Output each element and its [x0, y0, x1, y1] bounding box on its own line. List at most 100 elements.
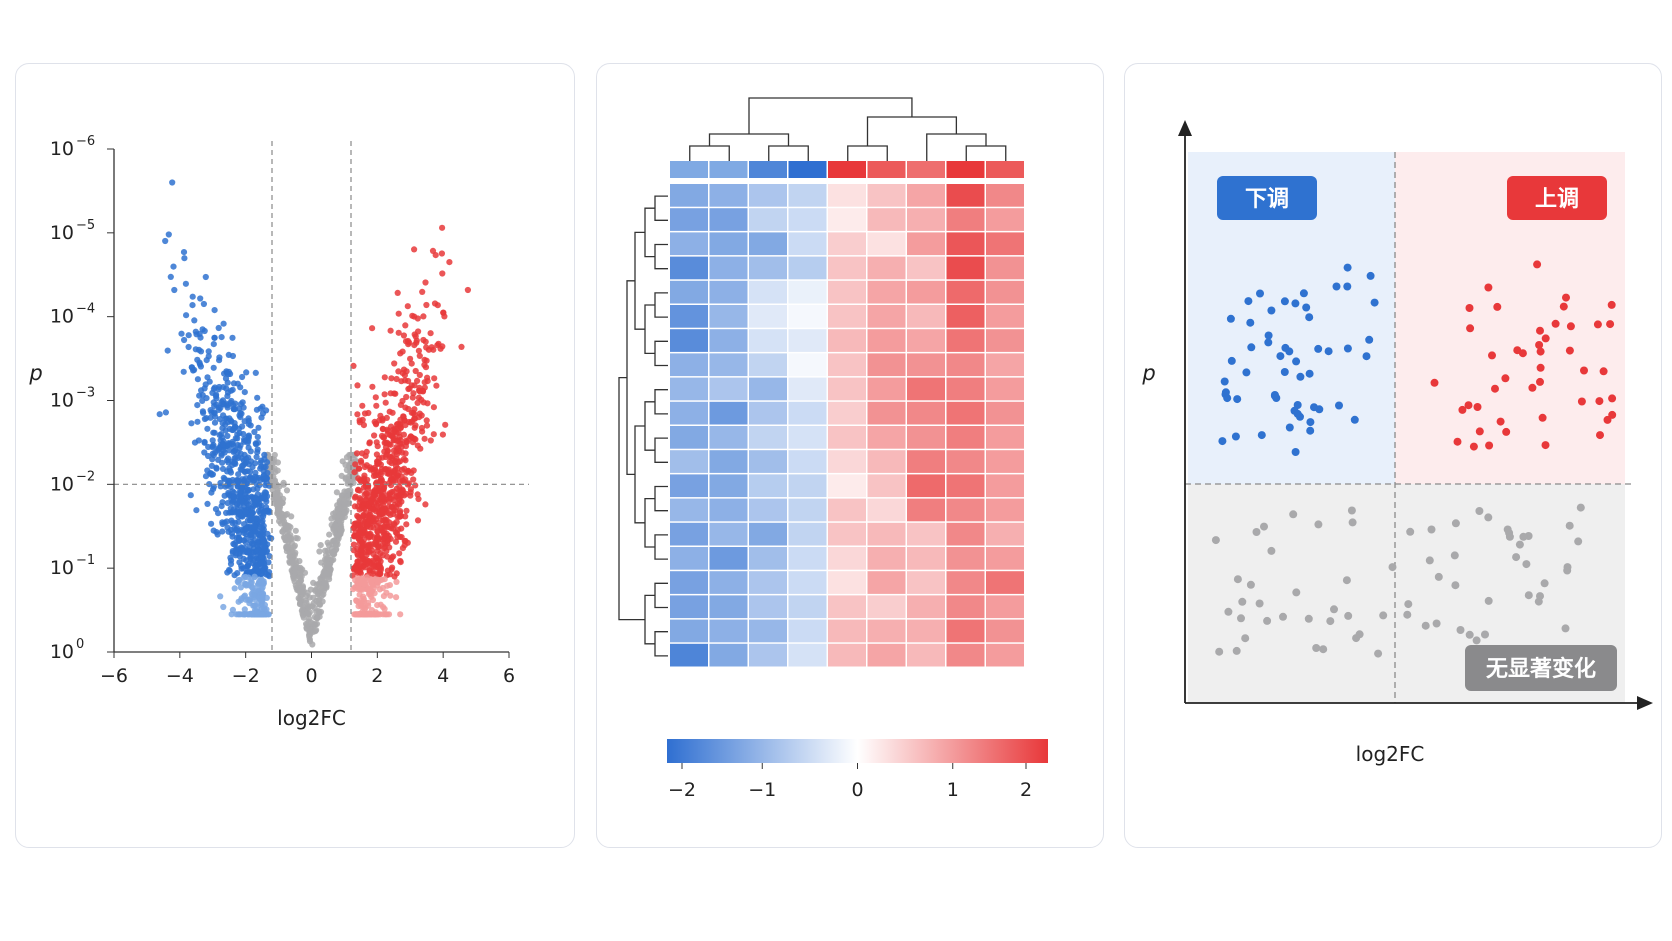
- volcano-point-380: [336, 500, 344, 507]
- volcano-point-491: [289, 557, 296, 565]
- up-point-28: [1502, 427, 1511, 436]
- volcano-point-2298: [362, 496, 369, 503]
- heatmap-cell-r3-c0: [670, 256, 708, 280]
- down-point-38: [1292, 357, 1301, 366]
- up-point-20: [1484, 283, 1493, 292]
- volcano-point-1192: [256, 482, 263, 489]
- volcano-point-1403: [170, 263, 177, 270]
- down-point-41: [1305, 369, 1314, 378]
- volcano-point-2133: [363, 462, 370, 469]
- volcano-point-1229: [197, 295, 204, 302]
- heatmap-cell-r10-c2: [749, 426, 787, 449]
- volcano-point-783: [205, 443, 212, 451]
- ns-point-22: [1233, 575, 1242, 584]
- volcano-point-495: [318, 592, 325, 599]
- heatmap-cell-r18-c4: [828, 619, 866, 643]
- volcano-point-206: [310, 594, 317, 601]
- volcano-point-940: [210, 364, 217, 371]
- volcano-point-393: [305, 618, 312, 625]
- heatmap-cell-r11-c3: [788, 450, 827, 473]
- volcano-point-1341: [212, 506, 220, 513]
- down-point-1: [1233, 395, 1242, 404]
- heatmap-cell-r5-c7: [946, 305, 985, 328]
- up-point-1: [1603, 415, 1612, 424]
- down-point-45: [1350, 415, 1359, 424]
- volcano-point-2062: [378, 432, 386, 439]
- volcano-point-622: [191, 317, 198, 324]
- ns-point-53: [1403, 610, 1412, 619]
- volcano-point-1213: [223, 509, 230, 516]
- heatmap-cell-r2-c6: [907, 232, 945, 256]
- colorbar-tick-label: 0: [851, 779, 863, 801]
- volcano-point-996: [241, 389, 248, 396]
- heatmap-cell-r0-c6: [907, 184, 945, 207]
- volcano-point-1419: [212, 393, 220, 400]
- ns-point-12: [1246, 580, 1255, 589]
- volcano-point-2159: [384, 582, 391, 589]
- volcano-point-2232: [403, 393, 410, 401]
- volcano-point-1359: [234, 527, 241, 534]
- volcano-point-1470: [397, 401, 404, 408]
- volcano-point-2195: [438, 250, 445, 257]
- volcano-point-326: [345, 487, 352, 494]
- heatmap-cell-r15-c0: [670, 547, 708, 570]
- heatmap-cell-r14-c6: [907, 522, 945, 546]
- volcano-point-823: [181, 336, 188, 344]
- volcano-point-2115: [430, 404, 437, 411]
- volcano-point-1418: [259, 528, 266, 535]
- down-point-40: [1366, 271, 1375, 280]
- heatmap-cell-r1-c8: [986, 208, 1024, 231]
- volcano-point-1272: [261, 508, 268, 515]
- volcano-point-2176: [412, 482, 419, 489]
- volcano-point-2170: [399, 348, 406, 355]
- ns-point-27: [1355, 630, 1364, 639]
- heatmap-cell-r2-c2: [749, 232, 787, 256]
- volcano-point-1289: [249, 464, 256, 471]
- volcano-point-2309: [351, 564, 359, 571]
- up-point-8: [1541, 334, 1550, 343]
- row-dendro-link-7: [654, 534, 668, 560]
- volcano-point-2009: [363, 490, 370, 497]
- heatmap-cell-r0-c0: [670, 184, 708, 207]
- ns-point-26: [1503, 525, 1512, 534]
- down-point-11: [1257, 431, 1266, 440]
- ns-point-38: [1255, 599, 1264, 608]
- volcano-point-2245: [393, 503, 400, 511]
- ns-point-33: [1540, 579, 1549, 588]
- volcano-point-929: [185, 332, 192, 339]
- heatmap-cell-r3-c7: [946, 256, 985, 280]
- up-point-30: [1606, 320, 1615, 329]
- up-point-37: [1453, 437, 1462, 446]
- x-axis-label: log2FC: [277, 706, 346, 730]
- volcano-point-747: [162, 409, 169, 416]
- volcano-point-1161: [262, 489, 270, 496]
- volcano-point-2299: [406, 339, 413, 346]
- heatmap-cell-r15-c7: [946, 547, 985, 570]
- ns-point-40: [1427, 525, 1436, 534]
- volcano-point-527: [325, 561, 332, 568]
- volcano-point-2322: [387, 482, 395, 489]
- ns-point-67: [1215, 647, 1224, 656]
- heatmap-cell-r12-c5: [867, 474, 906, 498]
- heatmap-cell-r8-c8: [986, 377, 1024, 401]
- volcano-point-1907: [414, 517, 422, 524]
- heatmap-cell-r9-c7: [946, 401, 985, 425]
- down-point-31: [1291, 448, 1300, 456]
- heatmap-cell-r2-c5: [867, 232, 906, 256]
- volcano-point-1524: [351, 469, 358, 476]
- volcano-point-383: [271, 451, 278, 459]
- y-tick-label-exponent: −3: [76, 386, 95, 401]
- down-point-15: [1280, 297, 1289, 306]
- heatmap-cell-r7-c7: [946, 353, 985, 377]
- volcano-point-1183: [254, 394, 261, 401]
- volcano-point-2140: [350, 541, 357, 548]
- volcano-point-1204: [211, 419, 219, 426]
- volcano-point-1279: [191, 439, 199, 446]
- volcano-point-1170: [243, 535, 250, 543]
- volcano-point-1068: [211, 307, 218, 314]
- volcano-point-2265: [358, 597, 365, 604]
- volcano-point-2103: [404, 539, 411, 546]
- volcano-point-2344: [354, 569, 361, 576]
- volcano-point-498: [322, 556, 329, 563]
- down-point-7: [1362, 352, 1371, 361]
